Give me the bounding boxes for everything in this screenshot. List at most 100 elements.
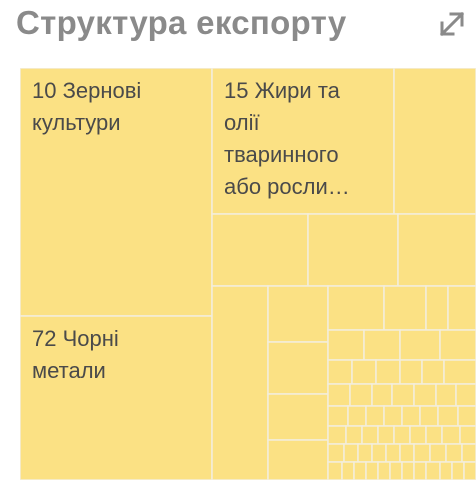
treemap-cell-small-67[interactable] — [451, 461, 465, 480]
treemap-cell-group-small[interactable] — [455, 383, 476, 407]
treemap-cell-small-68[interactable] — [463, 461, 476, 480]
treemap-cell-small-46[interactable] — [459, 425, 476, 445]
treemap-cell-group-small[interactable] — [361, 425, 379, 445]
treemap-cell-small-11[interactable] — [425, 285, 449, 331]
treemap-cell-group-small[interactable] — [353, 461, 367, 480]
treemap-cell-group-small[interactable] — [445, 443, 463, 463]
treemap-cell-group-small[interactable] — [371, 443, 387, 463]
treemap-cell-group-small[interactable] — [397, 213, 476, 287]
treemap-cell-small-58[interactable] — [341, 461, 355, 480]
treemap-cell-small-42[interactable] — [393, 425, 411, 445]
treemap-cell-group-small[interactable] — [401, 461, 415, 480]
treemap-cell-group-small[interactable] — [365, 405, 385, 427]
treemap-cell-group-small[interactable] — [267, 285, 329, 343]
treemap-cell-small-43[interactable] — [409, 425, 427, 445]
treemap-cell-group-small[interactable] — [327, 405, 349, 427]
treemap-cell-small-9[interactable] — [327, 285, 385, 331]
treemap-cell-small-4[interactable] — [211, 285, 269, 480]
treemap-cell-group-small[interactable] — [391, 383, 415, 407]
treemap-cell-small-18[interactable] — [351, 359, 377, 385]
treemap-cell-small-25[interactable] — [371, 383, 393, 407]
treemap-cell-small-31[interactable] — [347, 405, 367, 427]
treemap-cell-group-small[interactable] — [357, 443, 373, 463]
treemap-cell-group-small[interactable] — [435, 383, 457, 407]
treemap-cell-small-34[interactable] — [401, 405, 421, 427]
treemap-cell-group-small[interactable] — [267, 341, 329, 395]
treemap-cell-small-64[interactable] — [413, 461, 427, 480]
treemap-cell-small-41[interactable] — [377, 425, 395, 445]
treemap-cell-group-small[interactable] — [399, 443, 415, 463]
treemap-cell-group-small[interactable] — [341, 461, 355, 480]
treemap-cell-group-small[interactable] — [429, 443, 447, 463]
treemap-cell-group-small[interactable] — [345, 425, 363, 445]
treemap-cell-small-22[interactable] — [443, 359, 476, 385]
treemap-cell-group-small[interactable] — [439, 329, 476, 361]
treemap-cell-group-small[interactable] — [447, 285, 476, 331]
treemap-cell-group-small[interactable] — [343, 443, 359, 463]
treemap-cell-group-small[interactable] — [327, 329, 365, 361]
treemap-cell-group-small[interactable] — [211, 213, 309, 287]
treemap-cell-group-small[interactable] — [365, 461, 379, 480]
treemap-cell-group-small[interactable] — [327, 443, 345, 463]
treemap-cell-group-small[interactable] — [425, 285, 449, 331]
treemap-cell-small-35[interactable] — [419, 405, 439, 427]
treemap-cell-group-small[interactable] — [327, 383, 351, 407]
treemap-cell-group-small[interactable] — [383, 285, 427, 331]
treemap-cell-group-small[interactable] — [425, 425, 443, 445]
treemap-cell-small-6[interactable] — [267, 341, 329, 395]
treemap-cell-group-small[interactable] — [371, 383, 393, 407]
treemap-cell-small-51[interactable] — [385, 443, 401, 463]
treemap-cell-group-small[interactable] — [393, 425, 411, 445]
treemap-cell-group-small[interactable] — [385, 443, 401, 463]
treemap-cell-group-small[interactable] — [459, 425, 476, 445]
treemap-cell-small-53[interactable] — [413, 443, 431, 463]
treemap-cell-small-20[interactable] — [399, 359, 423, 385]
treemap-cell-group-small[interactable] — [375, 359, 401, 385]
treemap-cell-small-10[interactable] — [383, 285, 427, 331]
treemap-cell-small-2[interactable] — [307, 213, 399, 287]
treemap-cell-group-small[interactable] — [363, 329, 401, 361]
treemap-cell-group-small[interactable] — [401, 405, 421, 427]
treemap-cell-group-small[interactable] — [307, 213, 399, 287]
treemap-cell-small-56[interactable] — [461, 443, 476, 463]
treemap-cell-group-small[interactable] — [463, 461, 476, 480]
treemap-cell-group-small[interactable] — [461, 443, 476, 463]
treemap-cell-group-small[interactable] — [399, 359, 423, 385]
treemap-cell-small-62[interactable] — [389, 461, 403, 480]
treemap-cell-group-small[interactable] — [267, 393, 329, 441]
treemap-cell-small-44[interactable] — [425, 425, 443, 445]
treemap-cell-group-small[interactable] — [351, 359, 377, 385]
treemap-cell-small-12[interactable] — [447, 285, 476, 331]
treemap-cell-15[interactable] — [211, 68, 395, 215]
treemap-cell-group-small[interactable] — [347, 405, 367, 427]
treemap-cell-group-small[interactable] — [349, 383, 373, 407]
treemap-cell-small-59[interactable] — [353, 461, 367, 480]
treemap-cell-group-72[interactable]: 72 Чорні метали — [20, 315, 213, 480]
treemap-cell-small-24[interactable] — [349, 383, 373, 407]
treemap-cell-small-26[interactable] — [391, 383, 415, 407]
expand-icon[interactable] — [434, 6, 470, 42]
treemap-cell-small-0[interactable] — [393, 68, 476, 215]
treemap-cell-small-33[interactable] — [383, 405, 403, 427]
treemap-cell-group-small[interactable] — [413, 443, 431, 463]
treemap-cell-small-21[interactable] — [421, 359, 445, 385]
treemap-cell-group-small[interactable] — [327, 285, 385, 331]
treemap-cell-group-small[interactable] — [393, 68, 476, 215]
treemap-cell-small-17[interactable] — [327, 359, 353, 385]
treemap-cell-small-48[interactable] — [343, 443, 359, 463]
treemap-cell-small-16[interactable] — [439, 329, 476, 361]
treemap-cell-small-45[interactable] — [441, 425, 461, 445]
treemap-cell-group-small[interactable] — [383, 405, 403, 427]
treemap-cell-small-29[interactable] — [455, 383, 476, 407]
treemap-cell-small-66[interactable] — [439, 461, 453, 480]
treemap-cell-group-small[interactable] — [443, 359, 476, 385]
treemap-cell-small-27[interactable] — [413, 383, 437, 407]
treemap-cell-group-small[interactable] — [409, 425, 427, 445]
treemap-cell-small-28[interactable] — [435, 383, 457, 407]
treemap-cell-small-63[interactable] — [401, 461, 415, 480]
treemap-cell-small-60[interactable] — [365, 461, 379, 480]
treemap-cell-small-36[interactable] — [437, 405, 459, 427]
treemap-cell-group-small[interactable] — [327, 461, 343, 480]
treemap-cell-small-39[interactable] — [345, 425, 363, 445]
treemap-cell-small-19[interactable] — [375, 359, 401, 385]
